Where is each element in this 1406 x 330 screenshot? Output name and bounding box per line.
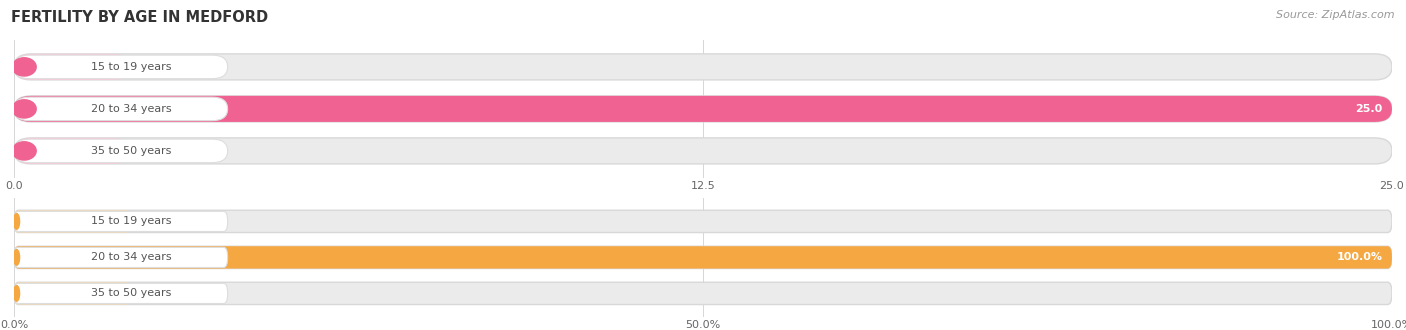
Circle shape [14,285,20,301]
Circle shape [13,142,37,160]
Text: 20 to 34 years: 20 to 34 years [91,252,172,262]
Text: 35 to 50 years: 35 to 50 years [91,288,172,298]
FancyBboxPatch shape [14,210,1392,233]
FancyBboxPatch shape [14,138,1392,164]
FancyBboxPatch shape [14,97,228,121]
FancyBboxPatch shape [14,246,1392,269]
Circle shape [14,249,20,265]
Text: 0.0%: 0.0% [156,288,184,298]
FancyBboxPatch shape [14,54,131,80]
FancyBboxPatch shape [14,283,228,304]
FancyBboxPatch shape [14,55,228,79]
Text: 15 to 19 years: 15 to 19 years [91,62,172,72]
FancyBboxPatch shape [14,282,1392,305]
Text: 0.0: 0.0 [156,62,173,72]
FancyBboxPatch shape [14,247,228,268]
FancyBboxPatch shape [14,282,131,305]
FancyBboxPatch shape [14,138,131,164]
Text: 35 to 50 years: 35 to 50 years [91,146,172,156]
Text: 20 to 34 years: 20 to 34 years [91,104,172,114]
Text: 25.0: 25.0 [1355,104,1382,114]
FancyBboxPatch shape [14,210,131,233]
Text: 0.0: 0.0 [156,146,173,156]
FancyBboxPatch shape [14,139,228,163]
FancyBboxPatch shape [14,246,1392,269]
Circle shape [13,58,37,76]
FancyBboxPatch shape [14,96,1392,122]
Circle shape [14,214,20,229]
Text: FERTILITY BY AGE IN MEDFORD: FERTILITY BY AGE IN MEDFORD [11,10,269,25]
Circle shape [13,100,37,118]
Text: 0.0%: 0.0% [156,216,184,226]
FancyBboxPatch shape [14,211,228,231]
FancyBboxPatch shape [14,96,1392,122]
FancyBboxPatch shape [14,54,1392,80]
Text: Source: ZipAtlas.com: Source: ZipAtlas.com [1277,10,1395,20]
Text: 100.0%: 100.0% [1336,252,1382,262]
Text: 15 to 19 years: 15 to 19 years [91,216,172,226]
